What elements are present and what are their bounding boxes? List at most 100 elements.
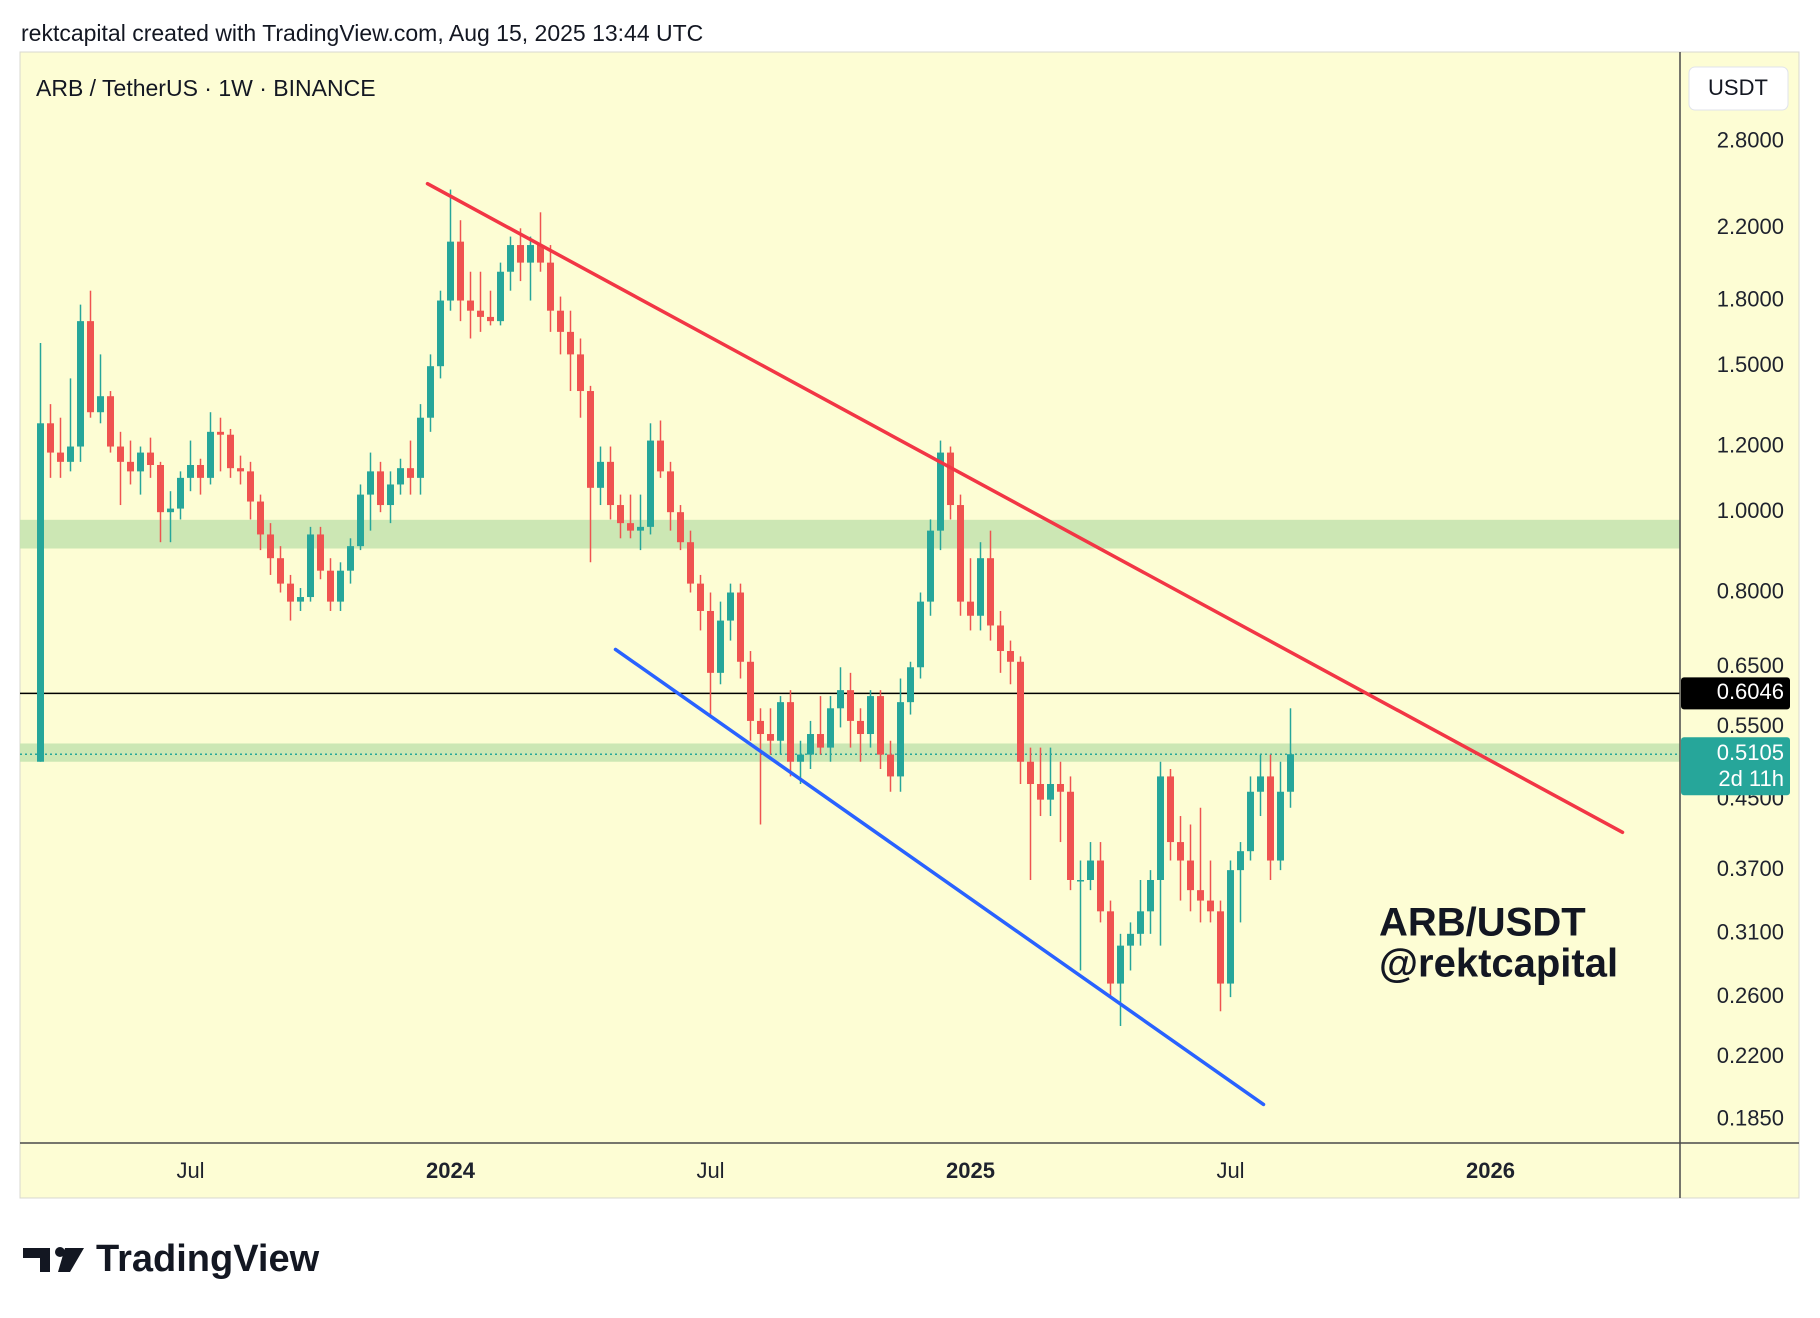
- candle-body: [177, 477, 184, 509]
- candle-body: [277, 558, 284, 584]
- y-tick-label: 1.5000: [1717, 352, 1784, 377]
- candle-body: [597, 461, 604, 488]
- candle-body: [697, 583, 704, 611]
- logo-mark: [55, 1247, 65, 1257]
- candle-body: [567, 331, 574, 355]
- candle-body: [387, 484, 394, 506]
- candle-body: [327, 570, 334, 602]
- y-tick-label: 0.5500: [1717, 713, 1784, 738]
- candle-body: [937, 452, 944, 531]
- candle-body: [57, 452, 64, 462]
- candle-body: [1237, 851, 1244, 871]
- trendline: [425, 181, 1625, 835]
- candle-body: [447, 241, 454, 301]
- candle-body: [1117, 945, 1124, 984]
- candle-body: [227, 434, 234, 469]
- y-tick-label: 0.1850: [1717, 1105, 1784, 1130]
- x-tick-label: Jul: [1216, 1158, 1244, 1183]
- candle-body: [1247, 791, 1254, 852]
- annotation-line: @rektcapital: [1379, 942, 1618, 986]
- candle-body: [1137, 911, 1144, 934]
- candle-body: [297, 597, 304, 602]
- candle-body: [257, 501, 264, 535]
- candle-body: [987, 558, 994, 626]
- candle-body: [867, 696, 874, 735]
- candle-body: [927, 530, 934, 602]
- candle-body: [967, 601, 974, 616]
- brand-logo: [23, 1247, 84, 1272]
- candle-body: [137, 452, 144, 472]
- candle-body: [1037, 784, 1044, 800]
- y-tick-label: 0.6500: [1717, 653, 1784, 678]
- candle-body: [787, 702, 794, 762]
- candle-body: [347, 546, 354, 571]
- y-tick-label: 0.8000: [1717, 578, 1784, 603]
- y-tick-label: 1.8000: [1717, 286, 1784, 311]
- candle-body: [657, 440, 664, 472]
- candle-body: [497, 271, 504, 322]
- candle-body: [167, 508, 174, 513]
- candle-body: [1077, 879, 1084, 882]
- currency-label[interactable]: USDT: [1708, 75, 1768, 100]
- chart-panel: [19, 51, 1800, 1199]
- candle-body: [1087, 860, 1094, 880]
- candle-body: [527, 245, 534, 263]
- candle-body: [1167, 776, 1174, 843]
- candle-body: [1207, 900, 1214, 912]
- candle-body: [607, 461, 614, 506]
- candle-body: [37, 423, 44, 762]
- candle-body: [797, 754, 804, 762]
- candle-body: [1107, 911, 1114, 984]
- last-price-box: [1681, 737, 1790, 796]
- candle-body: [147, 452, 154, 465]
- candle-body: [757, 720, 764, 735]
- candle-body: [1267, 776, 1274, 861]
- candle-body: [467, 300, 474, 311]
- candle-body: [747, 661, 754, 721]
- last-price-label: 0.5105: [1717, 740, 1784, 765]
- candle-body: [667, 471, 674, 513]
- x-tick-label: 2026: [1466, 1158, 1515, 1183]
- support-zone: [20, 519, 1680, 549]
- candle-body: [1257, 776, 1264, 792]
- x-tick-label: Jul: [696, 1158, 724, 1183]
- candle-body: [547, 262, 554, 311]
- candle-body: [857, 720, 864, 735]
- candle-body: [517, 245, 524, 263]
- brand-name: TradingView: [96, 1238, 320, 1280]
- candle-body: [397, 468, 404, 485]
- candle-body: [117, 446, 124, 462]
- currency-button[interactable]: [1688, 66, 1789, 111]
- candle-body: [1127, 933, 1134, 946]
- candle-body: [767, 734, 774, 741]
- candle-body: [437, 300, 444, 367]
- support-zone: [20, 743, 1680, 762]
- candle-body: [407, 468, 414, 478]
- candle-body: [1047, 784, 1054, 800]
- price-label: 0.6046: [1717, 679, 1784, 704]
- candle-body: [417, 417, 424, 478]
- trendline: [613, 647, 1266, 1107]
- candle-body: [1097, 860, 1104, 912]
- candle-body: [947, 452, 954, 506]
- x-tick-label: 2025: [946, 1158, 995, 1183]
- logo-mark: [23, 1248, 50, 1272]
- candle-body: [1287, 754, 1294, 792]
- candle-body: [1157, 776, 1164, 880]
- plot-area: [20, 181, 1680, 1107]
- candle-body: [457, 241, 464, 301]
- candle-body: [587, 391, 594, 488]
- candle-body: [47, 423, 54, 453]
- candle-body: [377, 471, 384, 506]
- candle-body: [917, 601, 924, 668]
- candle-body: [487, 316, 494, 322]
- candle-body: [187, 464, 194, 478]
- candle-body: [717, 620, 724, 673]
- candle-body: [157, 464, 164, 513]
- y-tick-label: 0.3700: [1717, 856, 1784, 881]
- candle-body: [247, 471, 254, 502]
- candle-body: [97, 396, 104, 413]
- candle-body: [1067, 791, 1074, 880]
